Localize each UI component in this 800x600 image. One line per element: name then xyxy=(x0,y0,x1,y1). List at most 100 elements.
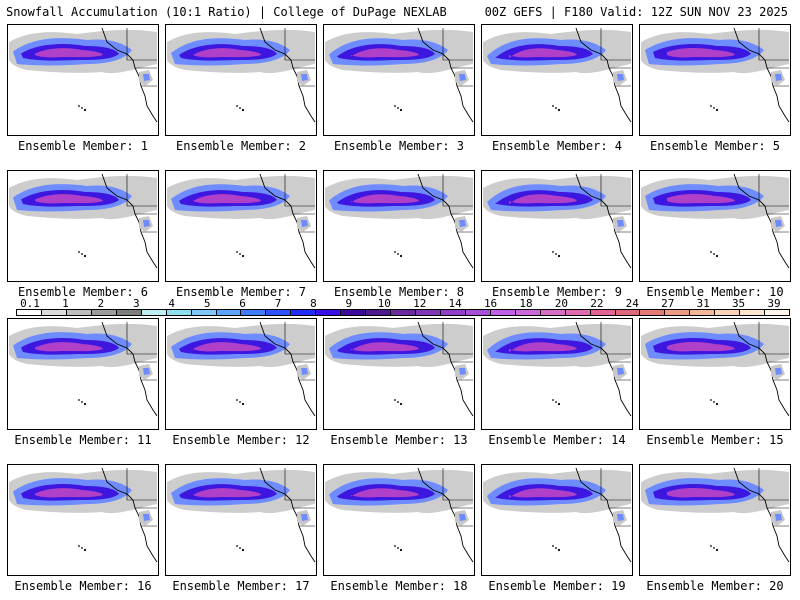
member-caption: Ensemble Member: 16 xyxy=(14,579,152,593)
legend-swatch xyxy=(166,309,192,316)
legend-label: 3 xyxy=(132,297,140,310)
legend-swatch xyxy=(515,309,541,316)
snowfall-map xyxy=(639,318,791,430)
legend-label: 9 xyxy=(345,297,353,310)
ensemble-panel: Ensemble Member: 20 xyxy=(639,464,791,600)
member-caption: Ensemble Member: 11 xyxy=(14,433,152,447)
member-caption: Ensemble Member: 7 xyxy=(175,285,307,299)
ensemble-panel: Ensemble Member: 2 xyxy=(165,24,317,160)
legend-swatch xyxy=(141,309,167,316)
legend-swatch xyxy=(590,309,616,316)
ensemble-panel: Ensemble Member: 14 xyxy=(481,318,633,454)
member-caption: Ensemble Member: 3 xyxy=(333,139,465,153)
legend-swatch xyxy=(341,309,367,316)
run-valid-time: 00Z GEFS | F180 Valid: 12Z SUN NOV 23 20… xyxy=(484,5,788,19)
legend-swatch xyxy=(565,309,591,316)
legend-swatch xyxy=(191,309,217,316)
legend-swatch xyxy=(416,309,441,316)
member-caption: Ensemble Member: 13 xyxy=(330,433,468,447)
legend-label: 24 xyxy=(625,297,639,310)
member-caption: Ensemble Member: 14 xyxy=(488,433,626,447)
legend-label: 0.1 xyxy=(20,297,40,310)
legend-swatch xyxy=(440,309,466,316)
legend-swatch xyxy=(316,309,342,316)
snowfall-map xyxy=(323,24,475,136)
member-caption: Ensemble Member: 1 xyxy=(17,139,149,153)
ensemble-panel: Ensemble Member: 5 xyxy=(639,24,791,160)
legend-swatch xyxy=(490,309,516,316)
legend-label: 5 xyxy=(203,297,211,310)
ensemble-panel: Ensemble Member: 9 xyxy=(481,170,633,306)
member-caption: Ensemble Member: 5 xyxy=(649,139,781,153)
legend-swatch xyxy=(615,309,641,316)
legend-swatch xyxy=(91,309,117,316)
legend-label: 31 xyxy=(696,297,710,310)
legend-swatch xyxy=(715,309,741,316)
ensemble-panel: Ensemble Member: 11 xyxy=(7,318,159,454)
snowfall-map xyxy=(639,24,791,136)
legend-label: 22 xyxy=(590,297,604,310)
snowfall-map xyxy=(481,464,633,576)
snowfall-map xyxy=(639,464,791,576)
member-caption: Ensemble Member: 4 xyxy=(491,139,623,153)
ensemble-panel: Ensemble Member: 10 xyxy=(639,170,791,306)
ensemble-panel: Ensemble Member: 4 xyxy=(481,24,633,160)
legend-swatch xyxy=(116,309,142,316)
legend-swatch xyxy=(291,309,317,316)
ensemble-panel: Ensemble Member: 18 xyxy=(323,464,475,600)
snowfall-map xyxy=(639,170,791,282)
legend-label: 16 xyxy=(483,297,498,310)
snowfall-legend: 0.1 1 2 3 4 5 6 7 8 9 10 12 14 16 18 20 22 24 27 31 35 39 xyxy=(6,297,791,320)
member-caption: Ensemble Member: 10 xyxy=(646,285,784,299)
member-caption: Ensemble Member: 12 xyxy=(172,433,310,447)
legend-swatch xyxy=(391,309,416,316)
legend-swatch xyxy=(690,309,716,316)
ensemble-panel: Ensemble Member: 6 xyxy=(7,170,159,306)
legend-swatch xyxy=(366,309,392,316)
legend-label: 2 xyxy=(97,297,105,310)
ensemble-panel: Ensemble Member: 16 xyxy=(7,464,159,600)
member-caption: Ensemble Member: 15 xyxy=(646,433,784,447)
ensemble-panel: Ensemble Member: 19 xyxy=(481,464,633,600)
member-caption: Ensemble Member: 8 xyxy=(333,285,465,299)
legend-label: 10 xyxy=(377,297,391,310)
legend-label: 4 xyxy=(168,297,176,310)
legend-swatch xyxy=(740,309,766,316)
legend-label: 6 xyxy=(239,297,246,310)
legend-swatch xyxy=(640,309,666,316)
legend-label: 18 xyxy=(519,297,533,310)
ensemble-panel: Ensemble Member: 13 xyxy=(323,318,475,454)
snowfall-map xyxy=(481,170,633,282)
snowfall-map xyxy=(481,318,633,430)
ensemble-panel: Ensemble Member: 17 xyxy=(165,464,317,600)
legend-swatch xyxy=(41,309,67,316)
legend-swatch xyxy=(16,309,42,316)
snowfall-map xyxy=(481,24,633,136)
snowfall-map xyxy=(165,170,317,282)
legend-swatch xyxy=(765,309,791,316)
snowfall-map xyxy=(165,24,317,136)
snowfall-map xyxy=(165,464,317,576)
snowfall-map xyxy=(323,464,475,576)
member-caption: Ensemble Member: 18 xyxy=(330,579,468,593)
member-caption: Ensemble Member: 20 xyxy=(646,579,784,593)
ensemble-panel: Ensemble Member: 12 xyxy=(165,318,317,454)
ensemble-panel: Ensemble Member: 7 xyxy=(165,170,317,306)
snowfall-map xyxy=(323,170,475,282)
member-caption: Ensemble Member: 9 xyxy=(491,285,623,299)
legend-label: 8 xyxy=(310,297,317,310)
legend-swatch xyxy=(266,309,292,316)
ensemble-panel: Ensemble Member: 3 xyxy=(323,24,475,160)
legend-swatch xyxy=(665,309,691,316)
legend-label: 20 xyxy=(554,297,569,310)
legend-swatch xyxy=(66,309,92,316)
ensemble-panel: Ensemble Member: 1 xyxy=(7,24,159,160)
legend-swatch xyxy=(465,309,491,316)
legend-label: 12 xyxy=(413,297,427,310)
legend-label: 27 xyxy=(661,297,675,310)
snowfall-map xyxy=(7,464,159,576)
member-caption: Ensemble Member: 17 xyxy=(172,579,310,593)
legend-swatch xyxy=(241,309,267,316)
legend-label: 14 xyxy=(448,297,462,310)
legend-label: 35 xyxy=(731,297,746,310)
